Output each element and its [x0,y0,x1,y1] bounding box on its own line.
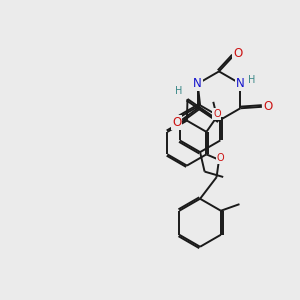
Text: O: O [233,47,242,60]
Text: O: O [213,109,221,119]
Text: O: O [217,153,224,163]
Text: H: H [176,85,183,96]
Text: H: H [248,75,255,85]
Text: N: N [236,77,245,90]
Text: O: O [172,116,181,129]
Text: N: N [193,77,202,90]
Text: O: O [263,100,272,113]
